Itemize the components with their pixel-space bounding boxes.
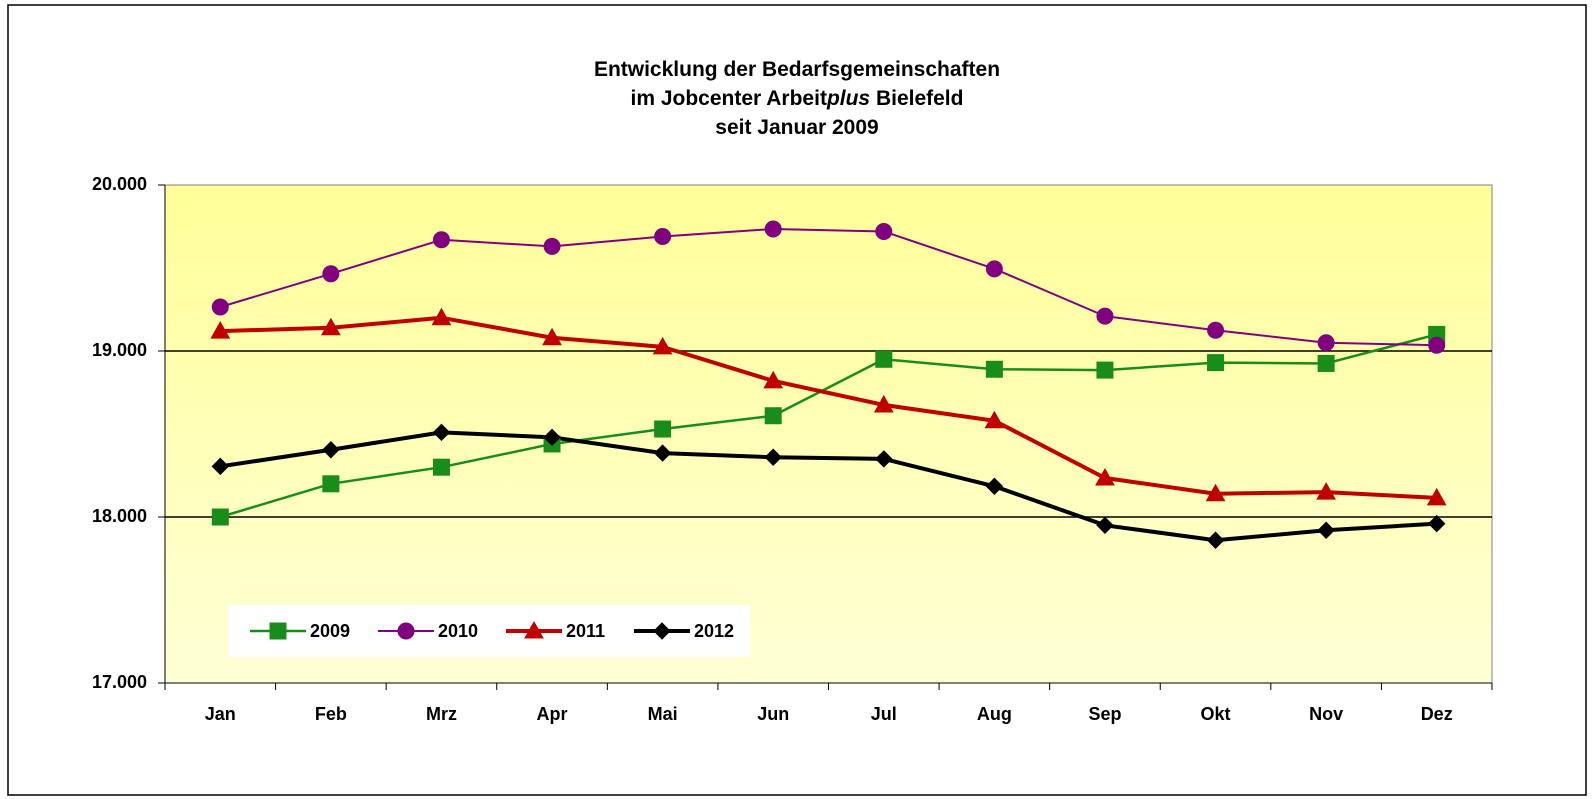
x-tick-label: Dez bbox=[1421, 704, 1453, 724]
marker-circle bbox=[211, 298, 229, 316]
series-line bbox=[219, 430, 1437, 543]
legend-label: 2012 bbox=[694, 621, 734, 641]
y-tick-label: 17.000 bbox=[92, 672, 147, 692]
y-tick-label: 18.000 bbox=[92, 506, 147, 526]
x-tick-label: Mrz bbox=[426, 704, 457, 724]
title-part: Entwicklung der Bedarfsgemeinschaften bbox=[594, 58, 1000, 81]
marker-square bbox=[269, 622, 287, 640]
x-tick-label: Mai bbox=[648, 704, 678, 724]
marker-square bbox=[322, 475, 340, 493]
marker-circle bbox=[1207, 321, 1225, 339]
marker-diamond bbox=[1096, 516, 1114, 535]
title-line: im Jobcenter Arbeitplus Bielefeld bbox=[631, 87, 964, 110]
marker-diamond bbox=[211, 457, 229, 476]
marker-triangle bbox=[652, 336, 673, 355]
title-part: im Jobcenter Arbeit bbox=[631, 87, 827, 110]
marker-square bbox=[875, 350, 893, 368]
title-line: seit Januar 2009 bbox=[715, 116, 878, 139]
marker-triangle bbox=[984, 410, 1005, 429]
marker-diamond bbox=[764, 448, 782, 466]
series-line bbox=[219, 333, 1438, 519]
marker-circle bbox=[322, 265, 340, 283]
title-line: Entwicklung der Bedarfsgemeinschaften bbox=[594, 58, 1000, 81]
marker-circle bbox=[432, 231, 450, 249]
marker-circle bbox=[1096, 307, 1114, 325]
marker-square bbox=[1096, 361, 1114, 379]
y-tick-label: 19.000 bbox=[92, 340, 147, 360]
marker-circle bbox=[1317, 334, 1335, 352]
marker-square bbox=[432, 458, 450, 476]
x-tick-label: Aug bbox=[977, 704, 1012, 724]
x-tick-label: Nov bbox=[1309, 704, 1343, 724]
marker-diamond bbox=[322, 441, 340, 459]
marker-triangle bbox=[873, 394, 894, 413]
title-part: Bielefeld bbox=[870, 87, 963, 110]
marker-triangle bbox=[210, 321, 231, 339]
marker-diamond bbox=[432, 423, 451, 442]
chart-title: Entwicklung der Bedarfsgemeinschaften im … bbox=[594, 58, 1000, 139]
legend-label: 2009 bbox=[310, 621, 350, 641]
x-tick-label: Jul bbox=[871, 704, 897, 724]
marker-circle bbox=[985, 260, 1003, 278]
marker-square bbox=[764, 407, 782, 425]
y-tick-label: 20.000 bbox=[92, 174, 147, 194]
series-line bbox=[220, 227, 1437, 347]
title-part: plus bbox=[826, 87, 870, 110]
x-tick-label: Okt bbox=[1201, 704, 1231, 724]
plot-area bbox=[164, 184, 1493, 684]
marker-square bbox=[1207, 354, 1225, 372]
marker-triangle bbox=[763, 370, 784, 389]
x-tick-label: Jun bbox=[757, 704, 789, 724]
marker-square bbox=[1317, 354, 1335, 372]
marker-triangle bbox=[1426, 487, 1447, 506]
marker-triangle bbox=[524, 620, 544, 639]
marker-diamond bbox=[653, 622, 671, 640]
marker-triangle bbox=[1095, 467, 1115, 486]
legend-label: 2010 bbox=[438, 621, 478, 641]
marker-diamond bbox=[653, 444, 672, 462]
marker-triangle bbox=[1316, 482, 1336, 500]
x-tick-label: Jan bbox=[205, 704, 236, 724]
marker-triangle bbox=[542, 327, 562, 346]
marker-diamond bbox=[1206, 531, 1225, 549]
marker-diamond bbox=[985, 477, 1004, 495]
marker-triangle bbox=[1205, 483, 1226, 502]
marker-diamond bbox=[1317, 521, 1335, 539]
marker-diamond bbox=[543, 428, 561, 447]
marker-circle bbox=[764, 220, 782, 238]
marker-circle bbox=[1428, 336, 1446, 354]
legend-label: 2011 bbox=[566, 621, 605, 641]
marker-diamond bbox=[1428, 514, 1446, 533]
x-tick-label: Sep bbox=[1088, 704, 1121, 724]
marker-square bbox=[211, 508, 229, 526]
marker-square bbox=[654, 420, 672, 438]
marker-square bbox=[985, 360, 1003, 378]
marker-circle bbox=[654, 227, 672, 245]
marker-triangle bbox=[321, 317, 341, 336]
marker-circle bbox=[875, 222, 893, 240]
x-tick-label: Apr bbox=[537, 704, 568, 724]
series-line bbox=[220, 315, 1437, 500]
marker-circle bbox=[543, 237, 561, 255]
marker-triangle bbox=[431, 307, 452, 326]
x-tick-label: Feb bbox=[315, 704, 347, 724]
marker-diamond bbox=[875, 450, 893, 468]
title-part: seit Januar 2009 bbox=[715, 116, 878, 139]
marker-circle bbox=[397, 622, 415, 640]
